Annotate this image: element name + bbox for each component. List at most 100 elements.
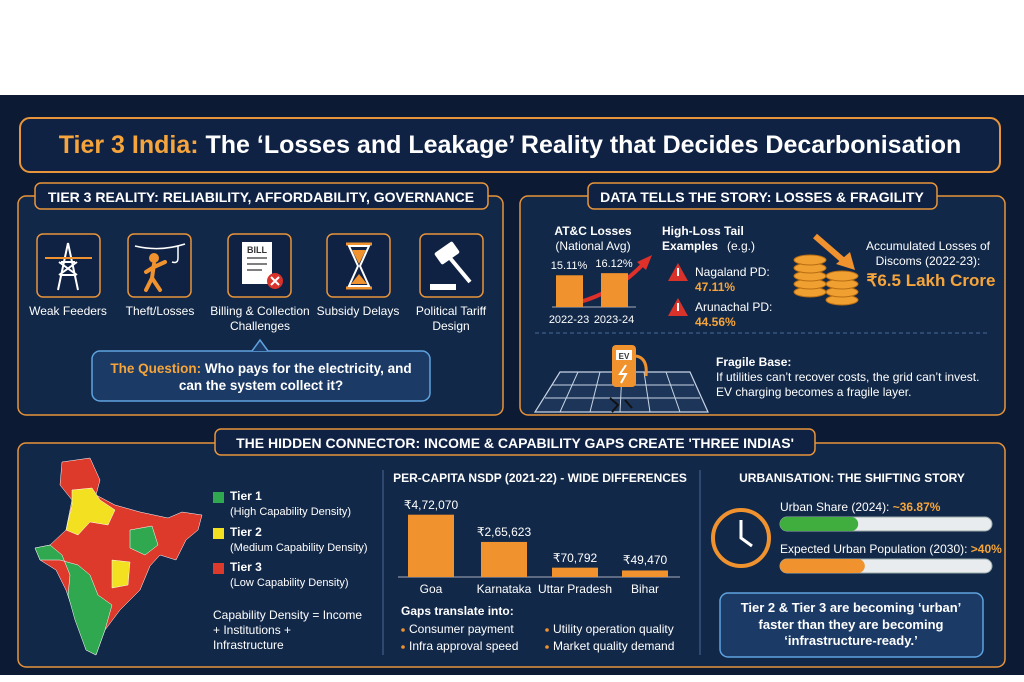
section-heading: TIER 3 REALITY: RELIABILITY, AFFORDABILI… <box>47 189 475 205</box>
legend-desc: (High Capability Density) <box>230 506 352 518</box>
legend-desc: (Low Capability Density) <box>230 577 349 589</box>
value-label: 15.11% <box>550 260 588 273</box>
gap-item: Consumer payment <box>409 622 514 636</box>
bullet <box>545 645 549 649</box>
map-region <box>111 559 131 589</box>
map-region <box>129 525 159 556</box>
legend-desc: (Medium Capability Density) <box>230 542 368 554</box>
section-heading: DATA TELLS THE STORY: LOSSES & FRAGILITY <box>600 189 924 205</box>
down-arrowhead <box>836 252 855 270</box>
urban-row: Expected Urban Population (2030): >40% <box>780 542 1010 557</box>
gaps-title: Gaps translate into: <box>401 604 514 618</box>
clock-icon <box>711 508 771 568</box>
bullet <box>401 628 405 632</box>
chart-title: AT&C Losses <box>554 224 632 238</box>
bar <box>601 273 628 307</box>
bill-icon <box>242 242 283 289</box>
category-label: Karnataka <box>476 582 532 596</box>
gap-item: Market quality demand <box>553 639 675 653</box>
bar <box>622 570 668 577</box>
legend-name: Tier 1 <box>230 489 262 503</box>
value-label: ₹70,792 <box>552 550 598 565</box>
heading-box <box>34 182 489 210</box>
map-region <box>34 544 113 656</box>
divider <box>382 470 701 655</box>
bullet <box>401 645 405 649</box>
tower-icon <box>45 242 92 291</box>
title-highlight: Tier 3 India: <box>58 131 199 159</box>
icon-label: BILL <box>247 245 267 255</box>
urban-row: Urban Share (2024): ~36.87% <box>780 500 1010 515</box>
callout-text: Tier 2 & Tier 3 are becoming ‘urban’ fas… <box>740 600 962 648</box>
bar <box>552 567 598 577</box>
accumulated-value: ₹6.5 Lakh Crore <box>866 271 996 290</box>
person-icon <box>134 243 186 292</box>
legend-swatch <box>213 563 224 574</box>
item-label: Political Tariff Design <box>415 304 487 333</box>
heading-box <box>587 182 938 210</box>
heading-box <box>214 428 816 456</box>
item-label: Subsidy Delays <box>316 304 400 318</box>
section-heading: THE HIDDEN CONNECTOR: INCOME & CAPABILIT… <box>236 435 794 451</box>
bullet <box>545 628 549 632</box>
category-label: 2023-24 <box>593 314 635 326</box>
row-label: Urban Share (2024): <box>780 500 890 514</box>
question-text: Who pays for the electricity, and can th… <box>178 361 412 393</box>
page-title: Tier 3 India: The ‘Losses and Leakage’ R… <box>20 130 1000 160</box>
row-value: ~36.87% <box>889 500 941 514</box>
legend-name: Tier 3 <box>230 560 262 574</box>
legend-swatch <box>213 492 224 503</box>
down-arrow <box>813 233 847 265</box>
gap-item: Infra approval speed <box>409 639 519 653</box>
coins-icon <box>793 254 859 306</box>
progress-fill <box>780 517 859 531</box>
question-label: The Question: <box>110 361 202 376</box>
example-value: 44.56% <box>695 315 736 329</box>
legend-name: Tier 2 <box>230 525 262 539</box>
bar <box>556 275 583 307</box>
tail-note: (e.g.) <box>727 239 756 253</box>
icon-label: EV <box>618 352 630 361</box>
value-label: ₹4,72,070 <box>403 497 459 512</box>
category-label: Goa <box>419 582 443 596</box>
grid-illustration <box>533 345 709 413</box>
map-region <box>65 487 116 536</box>
item-label: Billing & Collection Challenges <box>210 304 310 333</box>
chart-title: PER-CAPITA NSDP (2021-22) - WIDE DIFFERE… <box>393 471 687 485</box>
warning-icons <box>668 263 688 316</box>
value-label: ₹49,470 <box>622 553 668 568</box>
title: The ‘Losses and Leakage’ Reality that De… <box>198 131 962 159</box>
question: The Question: Who pays for the electrici… <box>98 360 424 394</box>
trend-arrowhead <box>637 255 652 270</box>
fragile-title: Fragile Base: <box>716 355 792 369</box>
bar <box>408 514 454 577</box>
progress-fill <box>780 559 865 573</box>
accumulated-label: Accumulated Losses of Discoms (2022-23): <box>865 239 991 268</box>
value-label: ₹2,65,623 <box>476 524 532 539</box>
section-subtitle: URBANISATION: THE SHIFTING STORY <box>739 471 965 485</box>
category-label: Bihar <box>630 582 659 596</box>
title-box <box>19 117 1001 173</box>
capability-note: Capability Density = Income + Institutio… <box>213 608 363 652</box>
item-label: Theft/Losses <box>125 304 195 318</box>
example-name: Nagaland PD: <box>695 265 770 279</box>
india-map <box>34 457 203 656</box>
item-label: Weak Feeders <box>29 304 107 318</box>
value-label: 16.12% <box>595 258 633 271</box>
tail-title: High-Loss Tail Examples <box>662 224 744 253</box>
example-name: Arunachal PD: <box>695 300 773 314</box>
legend-swatch <box>213 528 224 539</box>
row-label: Expected Urban Population (2030): <box>780 542 968 556</box>
category-label: 2022-23 <box>548 314 590 326</box>
question-pointer <box>251 338 269 352</box>
gap-item: Utility operation quality <box>553 622 674 636</box>
example-value: 47.11% <box>695 280 736 294</box>
hourglass-icon <box>346 242 372 290</box>
callout-box <box>719 592 984 658</box>
gavel-icon <box>430 241 472 290</box>
category-label: Uttar Pradesh <box>537 582 613 596</box>
fragile-text: If utilities can’t recover costs, the gr… <box>716 370 980 399</box>
row-value: >40% <box>967 542 1002 556</box>
